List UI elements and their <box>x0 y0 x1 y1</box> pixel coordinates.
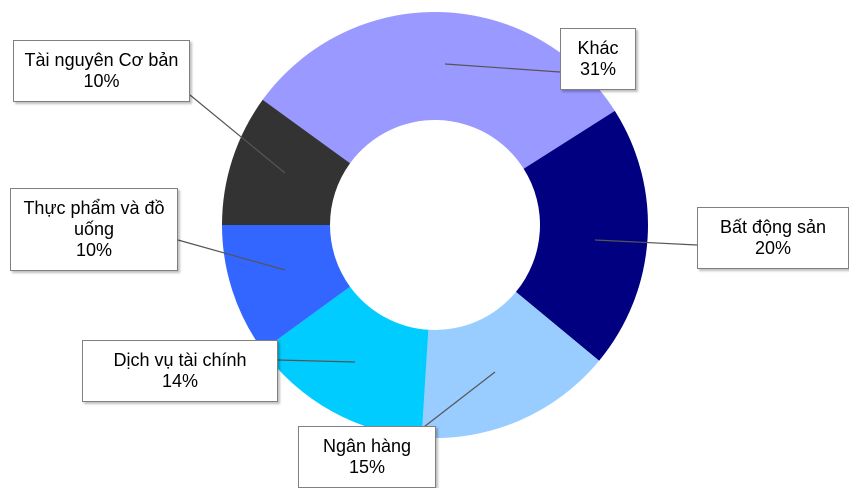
data-label: Thực phẩm và đồ uống 10% <box>10 188 178 271</box>
data-label: Ngân hàng 15% <box>298 426 436 488</box>
value-label: 10% <box>75 240 113 260</box>
value-label: 20% <box>754 238 792 258</box>
data-label: Tài nguyên Cơ bản 10% <box>13 40 190 102</box>
data-label: Dịch vụ tài chính 14% <box>82 340 278 402</box>
category-label: Tài nguyên Cơ bản <box>24 50 179 70</box>
donut-slice <box>262 12 615 169</box>
donut-slice <box>515 110 648 361</box>
data-label: Bất động sản 20% <box>697 207 849 269</box>
donut-slice <box>421 291 600 438</box>
leader-line <box>277 359 356 363</box>
leader-line <box>594 239 698 246</box>
donut-slice <box>222 225 351 351</box>
category-label: Bất động sản <box>719 217 827 237</box>
leader-line <box>419 371 496 431</box>
donut-slice <box>222 99 351 225</box>
value-label: 15% <box>348 457 386 477</box>
category-label: Ngân hàng <box>322 436 412 456</box>
category-label: Thực phẩm và đồ uống <box>23 198 165 239</box>
category-label: Khác <box>577 38 619 58</box>
category-label: Dịch vụ tài chính <box>113 350 247 370</box>
leader-line <box>177 239 286 271</box>
leader-line <box>189 94 286 174</box>
value-label: 31% <box>579 59 617 79</box>
data-label: Khác 31% <box>560 28 636 90</box>
value-label: 10% <box>83 71 120 91</box>
value-label: 14% <box>161 371 199 391</box>
leader-line <box>444 63 561 73</box>
